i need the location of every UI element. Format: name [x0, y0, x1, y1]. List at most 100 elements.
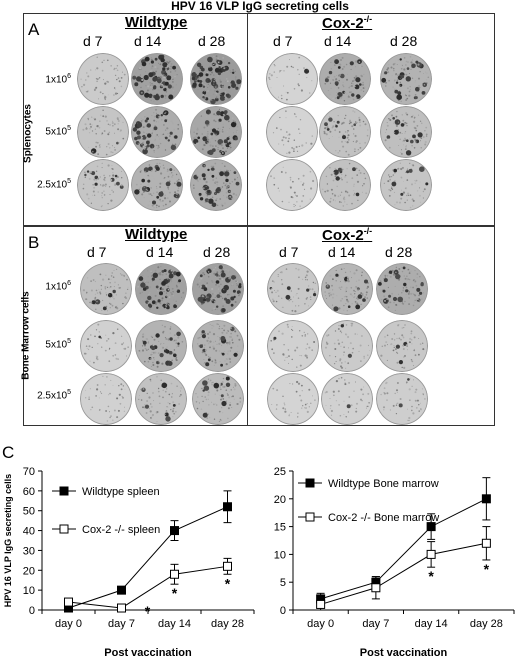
significance-star: *: [484, 561, 490, 577]
panel-a-group-wildtype: Wildtype: [125, 14, 187, 31]
legend-label: Cox-2 -/- Bone marrow: [328, 512, 439, 524]
panel-a-day-d7-ko: d 7: [273, 33, 293, 49]
elispot-well-image: [190, 53, 242, 105]
x-tick-label: day 7: [108, 618, 135, 630]
x-tick-label: day 7: [362, 618, 389, 630]
elispot-well-image: [380, 159, 432, 211]
panel-a-day-d14-ko: d 14: [324, 33, 352, 49]
panel-b-day-d28-wt: d 28: [203, 244, 231, 260]
panel-b-row-3: 2.5x105: [31, 389, 71, 401]
elispot-well-image: [319, 106, 371, 158]
elispot-well-image: [77, 53, 129, 105]
y-tick-label: 10: [23, 585, 35, 597]
panel-b-row-2: 5x105: [31, 338, 71, 350]
y-tick-label: 10: [274, 549, 286, 561]
y-tick-label: 70: [23, 466, 35, 478]
chart-spleen: 0 10 20 30 40 50 60 70 day 0 day 7 day 14 day 28 Pos…: [3, 466, 255, 659]
y-tick-label: 25: [274, 466, 286, 478]
group-name: Cox-2: [322, 15, 364, 32]
legend-label: Wildtype spleen: [82, 486, 160, 498]
elispot-well-image: [319, 159, 371, 211]
y-tick-label: 0: [29, 605, 35, 617]
data-point: [223, 561, 232, 571]
y-axis-label: HPV 16 VLP IgG secreting cells: [3, 474, 13, 607]
x-tick-label: day 28: [211, 618, 244, 630]
group-sup: -/-: [363, 14, 373, 24]
data-point: [316, 599, 326, 609]
y-tick-label: 20: [274, 494, 286, 506]
elispot-well-image: [267, 320, 319, 372]
row-exp: 5: [67, 389, 71, 396]
x-tick-label: day 0: [55, 618, 82, 630]
panel-a-row-3: 2.5x105: [31, 178, 71, 190]
elispot-well-image: [266, 53, 318, 105]
significance-star: *: [145, 603, 151, 619]
elispot-well-image: [77, 106, 129, 158]
panel-b-day-d28-ko: d 28: [385, 244, 413, 260]
elispot-well-image: [131, 106, 183, 158]
elispot-well-image: [376, 320, 428, 372]
data-point: [426, 549, 436, 559]
significance-star: *: [428, 568, 434, 584]
significance-star: *: [225, 575, 231, 591]
panel-b-day-d7-wt: d 7: [87, 244, 107, 260]
elispot-well-image: [266, 159, 318, 211]
elispot-well-image: [135, 320, 187, 372]
row-base: 5x10: [45, 126, 68, 138]
legend-marker: [305, 512, 315, 522]
panel-b-letter: B: [28, 233, 40, 252]
row-base: 2.5x10: [37, 179, 68, 191]
elispot-well-image: [321, 263, 373, 315]
x-tick-label: day 28: [470, 618, 503, 630]
figure-title: HPV 16 VLP IgG secreting cells: [171, 0, 349, 13]
panel-b-side-label: Bone Marrow cells: [20, 291, 32, 380]
elispot-well-image: [131, 53, 183, 105]
series-line: [68, 506, 228, 609]
series-line: [68, 565, 228, 609]
legend-label: Cox-2 -/- spleen: [82, 524, 160, 536]
x-tick-label: day 14: [158, 618, 191, 630]
row-base: 1x10: [45, 74, 68, 86]
data-point: [170, 526, 179, 536]
panel-a-day-d28-wt: d 28: [198, 33, 226, 49]
row-exp: 5: [67, 125, 71, 132]
panel-a-box: [23, 13, 495, 226]
elispot-well-image: [192, 320, 244, 372]
elispot-well-image: [80, 373, 132, 425]
elispot-well-image: [321, 373, 373, 425]
elispot-well-image: [380, 106, 432, 158]
significance-star: *: [172, 585, 178, 601]
legend-label: Wildtype Bone marrow: [328, 478, 439, 490]
panel-b-row-1: 1x106: [31, 280, 71, 292]
elispot-well-image: [77, 159, 129, 211]
legend-marker: [59, 486, 69, 496]
elispot-well-image: [80, 263, 132, 315]
elispot-well-image: [267, 373, 319, 425]
x-axis-label: Post vaccination: [360, 647, 448, 659]
y-tick-label: 0: [280, 605, 286, 617]
x-axis-label: Post vaccination: [104, 647, 192, 659]
data-point: [481, 494, 491, 504]
data-point: [64, 597, 73, 607]
panel-a-day-d7-wt: d 7: [83, 33, 103, 49]
panel-c-letter: C: [2, 443, 15, 462]
y-tick-label: 50: [23, 506, 35, 518]
panel-b-day-d14-wt: d 14: [146, 244, 174, 260]
panel-b-box: [23, 226, 495, 426]
y-tick-label: 5: [280, 577, 286, 589]
y-tick-label: 15: [274, 522, 286, 534]
chart-bone-marrow: 0 5 10 15 20 25 day 0 day 7 day 14 day 28 Post vac…: [274, 466, 515, 659]
panel-a-row-2: 5x105: [31, 125, 71, 137]
y-tick-label: 40: [23, 526, 35, 538]
row-exp: 6: [67, 73, 71, 80]
row-exp: 6: [67, 280, 71, 287]
elispot-well-image: [376, 263, 428, 315]
elispot-well-image: [190, 159, 242, 211]
y-tick-label: 30: [23, 545, 35, 557]
group-sup: -/-: [363, 226, 373, 236]
elispot-well-image: [319, 53, 371, 105]
data-point: [426, 522, 436, 532]
legend-marker: [59, 524, 69, 534]
panel-b-day-d7-ko: d 7: [279, 244, 299, 260]
panel-b-group-cox2: Cox-2-/-: [322, 226, 372, 244]
